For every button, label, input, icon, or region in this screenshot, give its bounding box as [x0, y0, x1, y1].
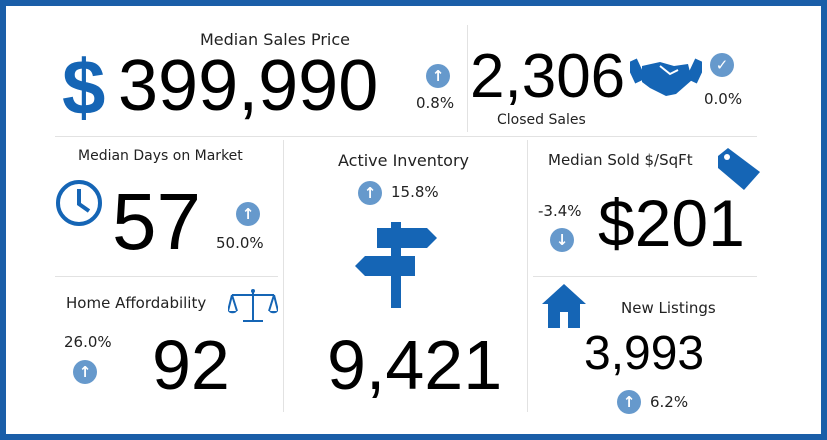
scales-icon — [228, 289, 278, 322]
check-icon: ✓ — [710, 53, 734, 77]
closed-sales-label: Closed Sales — [497, 112, 586, 128]
handshake-icon — [630, 58, 702, 96]
median-days-change: 50.0% — [216, 234, 264, 252]
closed-sales-value: 2,306 — [470, 42, 626, 111]
arrow-up-icon: ↑ — [426, 64, 450, 88]
median-sold-sqft-change: -3.4% — [538, 202, 582, 220]
median-sales-price-value: 399,990 — [118, 46, 379, 126]
new-listings-label: New Listings — [621, 299, 716, 317]
home-affordability-change: 26.0% — [64, 333, 112, 351]
median-sold-sqft-value: $201 — [598, 186, 745, 260]
price-tag-icon — [718, 148, 760, 190]
active-inventory-change: 15.8% — [391, 183, 439, 201]
median-sales-price-change: 0.8% — [416, 94, 455, 112]
new-listings-change: 6.2% — [650, 393, 689, 411]
clock-icon — [56, 180, 102, 226]
arrow-down-icon: ↓ — [550, 228, 574, 252]
arrow-up-icon: ↑ — [358, 181, 382, 205]
divider — [55, 276, 278, 277]
divider — [527, 140, 528, 412]
signpost-icon — [355, 222, 437, 308]
divider — [533, 276, 757, 277]
divider — [55, 136, 757, 137]
dollar-icon: $ — [62, 43, 106, 131]
median-sold-sqft-label: Median Sold $/SqFt — [548, 151, 693, 169]
median-days-value: 57 — [112, 177, 201, 266]
divider — [283, 140, 284, 412]
divider — [467, 25, 468, 132]
median-days-label: Median Days on Market — [78, 148, 243, 164]
arrow-up-icon: ↑ — [236, 202, 260, 226]
home-affordability-value: 92 — [152, 326, 230, 404]
home-affordability-label: Home Affordability — [66, 294, 207, 312]
house-icon — [542, 284, 586, 328]
median-sales-price-label: Median Sales Price — [200, 30, 350, 49]
arrow-up-icon: ↑ — [73, 360, 97, 384]
arrow-up-icon: ↑ — [617, 390, 641, 414]
active-inventory-value: 9,421 — [327, 326, 503, 404]
closed-sales-change: 0.0% — [704, 90, 743, 108]
new-listings-value: 3,993 — [584, 327, 705, 380]
active-inventory-label: Active Inventory — [338, 151, 469, 170]
